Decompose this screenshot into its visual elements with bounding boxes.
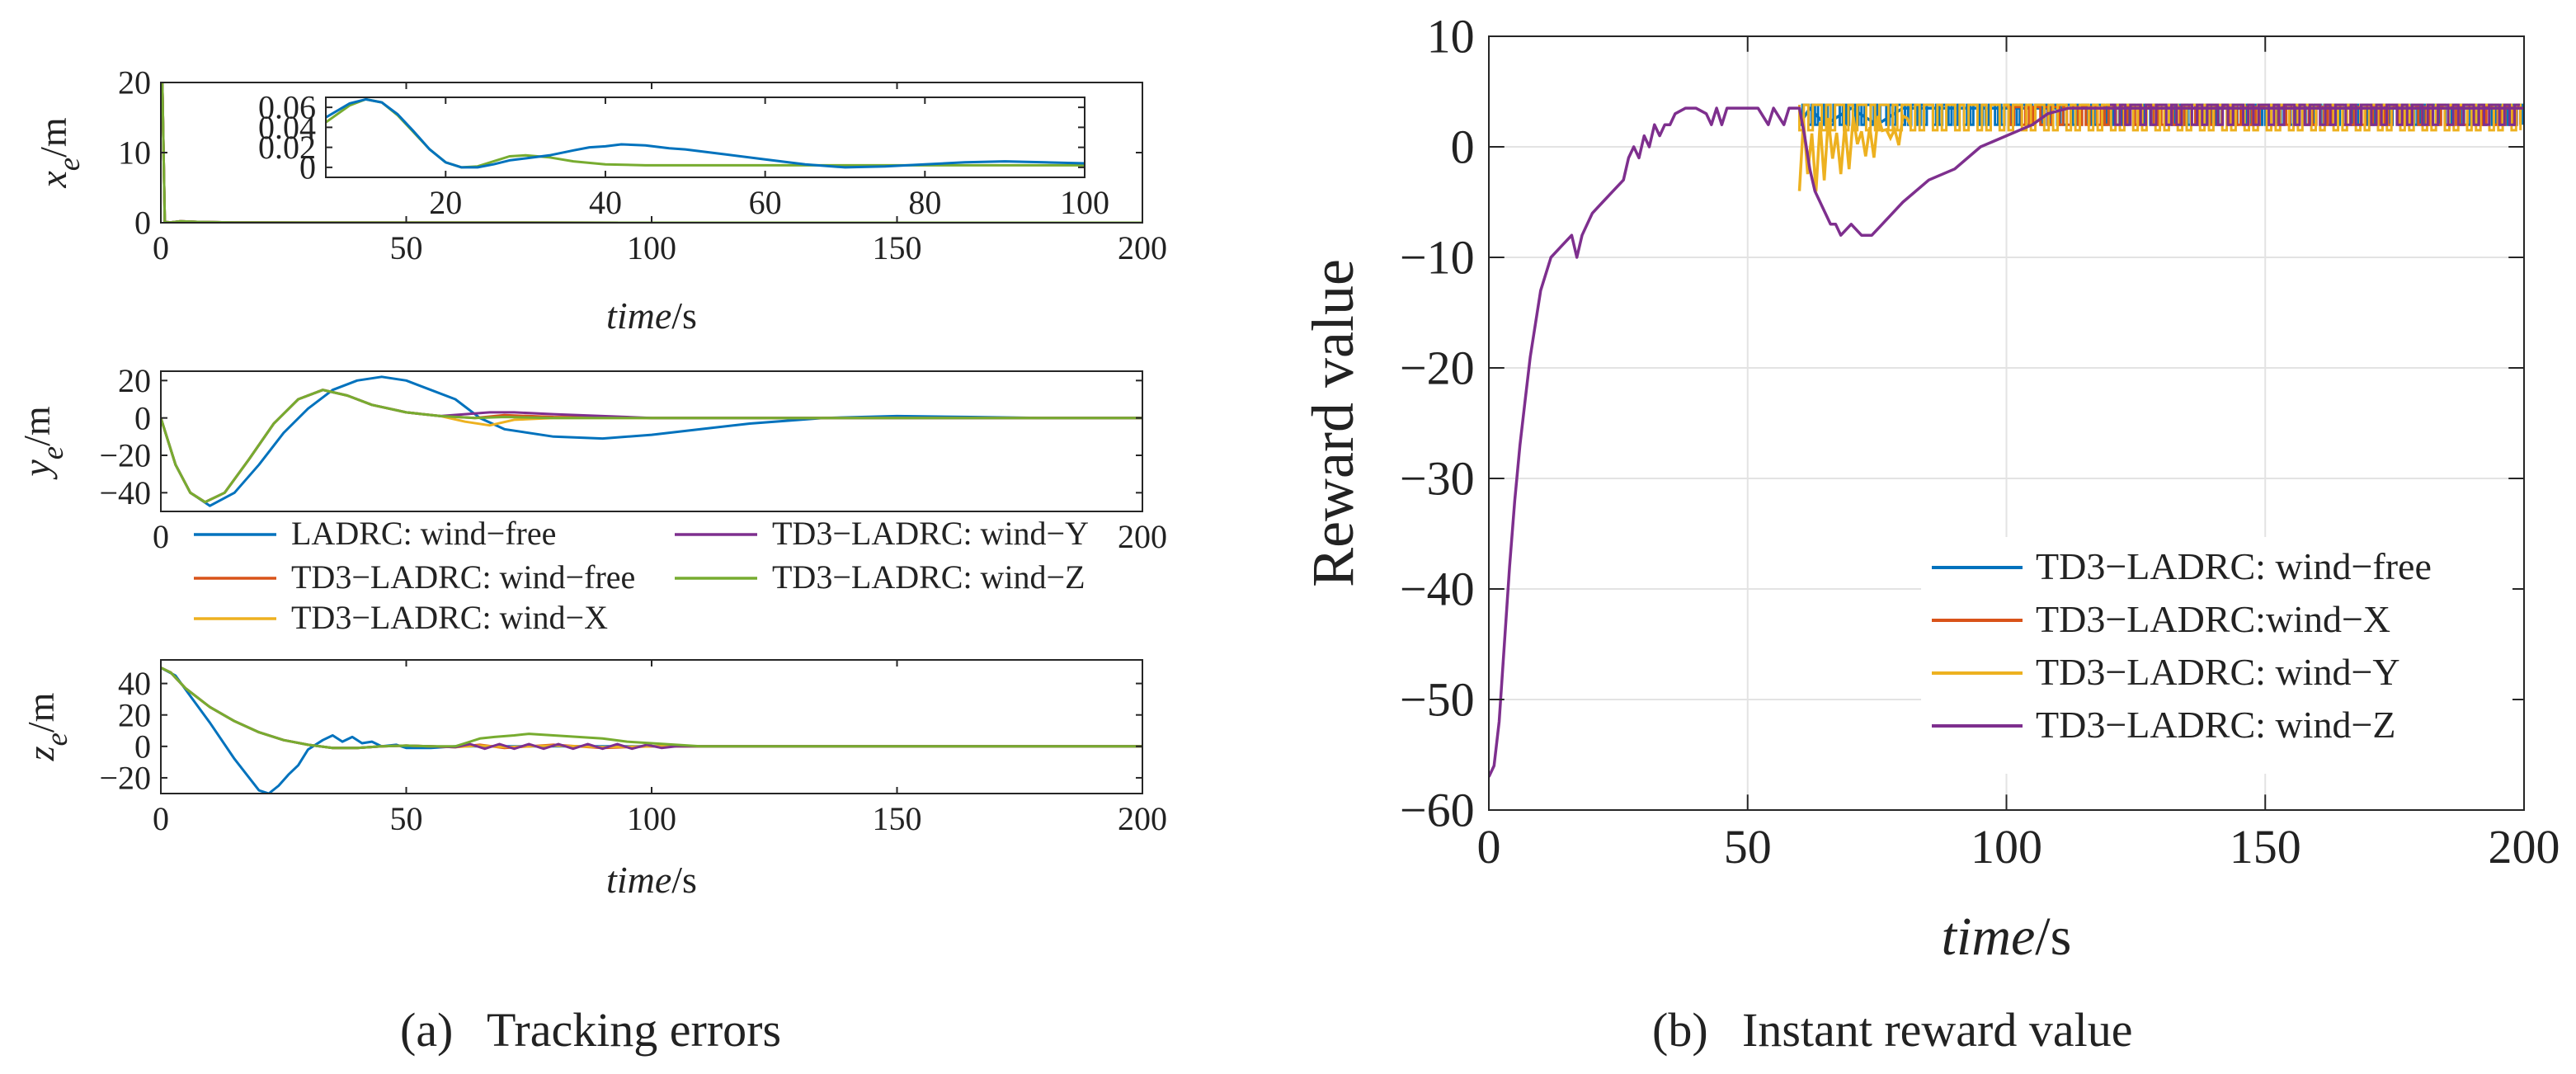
reward-series-3-line: [1489, 106, 2524, 778]
reward-legend-label: TD3−LADRC: wind−Z: [2036, 704, 2395, 746]
reward-ytick-label: −10: [1400, 231, 1475, 285]
xe-inset-xtick-label: 80: [908, 184, 941, 221]
ze-xtick-label: 150: [873, 800, 922, 837]
ye-ytick-label: −20: [99, 437, 151, 474]
reward-ytick-label: −30: [1400, 452, 1475, 506]
reward-xtick-label: 100: [1971, 820, 2042, 874]
ze-ytick-label: 40: [118, 665, 151, 702]
xe-series-1-line: [326, 97, 1085, 169]
reward-series-2-steps: [1798, 103, 2522, 132]
caption-left-text: Tracking errors: [487, 1003, 781, 1057]
reward-ylabel: Reward value: [1300, 259, 1366, 587]
legend-label: TD3−LADRC: wind−Z: [772, 558, 1085, 596]
left-legend: LADRC: wind−free TD3−LADRC: wind−Y TD3−LAD…: [194, 515, 1089, 636]
ze-xlabel: time/s: [606, 859, 697, 901]
reward-ytick-label: −40: [1400, 563, 1475, 616]
xe-inset-xtick-label: 20: [429, 184, 462, 221]
reward-chart: 0 50 100 150 200 −60 −50 −40 −30 −20 −10 0 10 time/s R…: [1300, 10, 2560, 967]
xe-xtick-label: 0: [153, 229, 169, 266]
xe-inset-xtick-label: 100: [1060, 184, 1109, 221]
reward-legend-label: TD3−LADRC: wind−free: [2036, 545, 2432, 587]
xe-xtick-label: 50: [390, 229, 423, 266]
ze-xtick-label: 100: [627, 800, 676, 837]
caption-right-label: (b): [1652, 1003, 1708, 1057]
ze-ylabel: ze/m: [20, 692, 73, 761]
ye-ytick-label: 20: [118, 362, 151, 399]
reward-ytick-label: 0: [1451, 120, 1475, 174]
xe-inset-ytick-label: 0.02: [258, 129, 316, 166]
caption-left-label: (a): [400, 1003, 453, 1057]
xe-xtick-label: 100: [627, 229, 676, 266]
ye-frame: [160, 370, 1143, 512]
ze-ytick-label: 20: [118, 696, 151, 733]
reward-xtick-label: 200: [2489, 820, 2560, 874]
xe-inset-subplot: 20 40 60 80 100 00.020.040.06: [258, 89, 1109, 221]
reward-legend: TD3−LADRC: wind−free TD3−LADRC:wind−X TD3−…: [1921, 537, 2512, 774]
legend-label: TD3−LADRC: wind−X: [291, 599, 608, 636]
legend-label: TD3−LADRC: wind−Y: [772, 515, 1089, 552]
xe-inset-ytick-label: 0.04: [258, 109, 316, 146]
ze-series-4-line: [161, 667, 1142, 750]
xe-ytick-label: 0: [134, 205, 151, 242]
ze-xtick-label: 0: [153, 800, 169, 837]
reward-xtick-label: 0: [1477, 820, 1501, 874]
ye-ylabel: ye/m: [16, 406, 69, 480]
reward-ytick-label: 10: [1427, 10, 1475, 64]
xe-xtick-label: 150: [873, 229, 922, 266]
reward-ytick-label: −60: [1400, 784, 1475, 837]
xe-inset-ytick-label: 0.06: [258, 89, 316, 126]
ze-xtick-label: 200: [1118, 800, 1167, 837]
reward-xtick-label: 50: [1724, 820, 1772, 874]
ye-ytick-label: 0: [134, 399, 151, 436]
reward-xtick-label: 150: [2230, 820, 2301, 874]
ye-ytick-label: −40: [99, 474, 151, 511]
reward-legend-label: TD3−LADRC:wind−X: [2036, 598, 2390, 640]
xe-inset-xtick-label: 40: [589, 184, 622, 221]
ze-ytick-label: 0: [134, 728, 151, 765]
xe-inset-ytick-label: 0: [299, 148, 316, 186]
reward-series-3-steps: [2110, 103, 2520, 126]
reward-legend-label: TD3−LADRC: wind−Y: [2036, 651, 2400, 693]
ye-series-4-line: [161, 389, 1142, 504]
ye-xtick-label: 0: [153, 518, 169, 555]
legend-label: TD3−LADRC: wind−free: [291, 558, 635, 596]
reward-legend-box: [1921, 537, 2512, 774]
ze-xtick-label: 50: [390, 800, 423, 837]
xe-ylabel: xe/m: [32, 117, 86, 189]
xe-xlabel: time/s: [606, 294, 697, 337]
xe-ytick-label: 20: [118, 64, 151, 101]
xe-ytick-label: 10: [118, 134, 151, 172]
xe-xtick-label: 200: [1118, 229, 1167, 266]
xe-inset-xtick-label: 60: [749, 184, 782, 221]
reward-ytick-label: −20: [1400, 342, 1475, 395]
ye-xtick-label: 200: [1118, 518, 1167, 555]
reward-xlabel: time/s: [1942, 907, 2072, 967]
ze-ytick-label: −20: [99, 760, 151, 797]
caption-right-text: Instant reward value: [1742, 1003, 2132, 1057]
reward-ytick-label: −50: [1400, 673, 1475, 727]
legend-label: LADRC: wind−free: [291, 515, 556, 552]
xe-inset-frame: [325, 97, 1085, 178]
